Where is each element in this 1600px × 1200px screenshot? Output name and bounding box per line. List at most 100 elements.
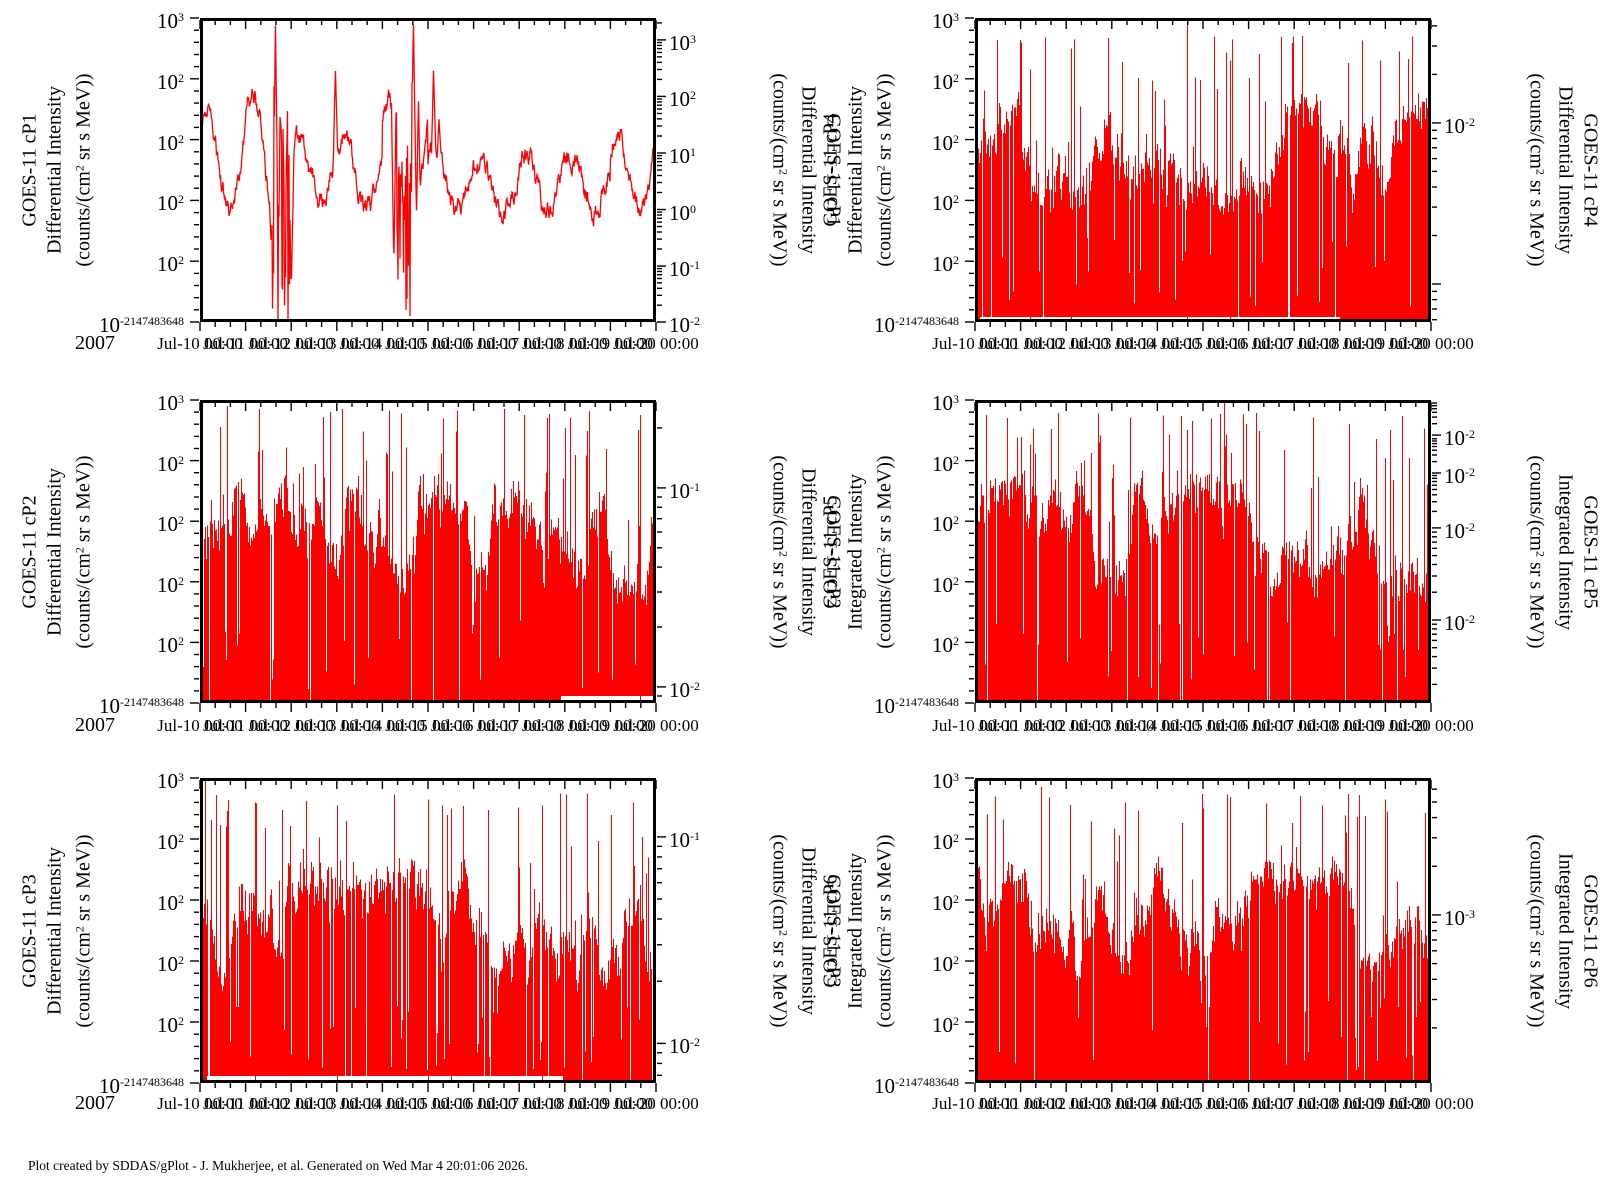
- axis-title-line: (counts/(cm2 sr s MeV)): [1525, 833, 1548, 1028]
- y-tick-label-cP5: 102: [932, 512, 959, 537]
- y-tick-label-cP3: 103: [157, 769, 184, 793]
- x-tick-label: Jul-18 00:00: [522, 334, 608, 353]
- y-tick-label-cP1: 103: [157, 9, 184, 33]
- axis-title-line: Differential Intensity: [43, 846, 66, 1015]
- x-tick-label: Jul-14 00:00: [339, 334, 426, 353]
- x-tick-label: Jul-15 00:00: [1160, 334, 1246, 353]
- y-tick-label-cP5: 102: [932, 572, 959, 597]
- y-right-tick-label-cP1: 10-2: [669, 313, 700, 337]
- x-tick-label: Jul-12 00:00: [1023, 334, 1109, 353]
- axis-title-line: Differential Intensity: [844, 86, 867, 254]
- y-tick-label-cP1: 102: [157, 69, 184, 94]
- axis-title-line: Differential Intensity: [1554, 86, 1577, 254]
- plot-area-cP5: [965, 399, 1441, 712]
- axis-title-line: Differential Intensity: [797, 846, 820, 1015]
- x-tick-label: Jul-20 00:00: [1388, 334, 1474, 353]
- x-tick-label: Jul-15 00:00: [1160, 716, 1246, 735]
- y-tick-label-cP2: 102: [157, 451, 184, 476]
- x-tick-label: Jul-12 00:00: [248, 1094, 334, 1113]
- x-tick-label: Jul-17 00:00: [476, 334, 562, 353]
- year-label: 2007: [75, 332, 115, 354]
- y-right-tick-label-cP1: 100: [669, 200, 696, 225]
- x-tick-label: Jul-11 00:00: [203, 716, 289, 735]
- footer-credit: Plot created by SDDAS/gPlot - J. Mukherj…: [28, 1158, 528, 1173]
- series-fill-cP3: [200, 778, 656, 1083]
- axis-title-line: Integrated Intensity: [1554, 473, 1577, 630]
- axis-ticks-cP6: [965, 777, 1441, 1092]
- series-fill-cP4: [975, 18, 1431, 322]
- y-tick-label-cP4: 102: [932, 252, 959, 277]
- x-tick-label: Jul-16 00:00: [430, 334, 517, 353]
- x-tick-label: Jul-12 00:00: [1023, 1094, 1109, 1113]
- year-label: 2007: [75, 1092, 115, 1114]
- axis-title-line: GOES-11 cP6: [819, 873, 842, 988]
- x-tick-label: Jul-18 00:00: [522, 1094, 608, 1113]
- y-tick-label-cP6: 102: [932, 1013, 959, 1037]
- x-tick-label: Jul-13 00:00: [1069, 334, 1155, 353]
- y-right-tick-label-cP3: 10-1: [669, 827, 700, 852]
- y-tick-label-cP6: 102: [932, 891, 959, 915]
- x-tick-label: Jul-16 00:00: [1205, 334, 1292, 353]
- y-tick-label-cP5: 10-2147483648: [874, 694, 959, 718]
- axis-title-right-cP5: GOES-11 cP5 Integrated Intensity (counts/(…: [1524, 455, 1600, 648]
- x-tick-label: Jul-16 00:00: [430, 1094, 517, 1113]
- axis-title-line: (counts/(cm2 sr s MeV)): [873, 73, 896, 267]
- axis-title-line: GOES-11 cP1: [18, 113, 41, 227]
- axis-ticks-cP2: [190, 399, 666, 712]
- series-fill-cP2: [200, 406, 656, 703]
- axis-title-line: (counts/(cm2 sr s MeV)): [768, 73, 791, 267]
- y-tick-label-cP6: 10-2147483648: [874, 1074, 959, 1098]
- y-tick-label-cP3: 102: [157, 830, 184, 854]
- x-tick-label: Jul-14 00:00: [339, 716, 426, 735]
- plot-border-cP3: [200, 778, 656, 1083]
- y-right-tick-label-cP1: 10-1: [669, 257, 700, 282]
- x-tick-label: Jul-19 00:00: [1342, 716, 1429, 735]
- x-tick-label: Jul-18 00:00: [522, 716, 608, 735]
- x-tick-label: Jul-20 00:00: [1388, 1094, 1474, 1113]
- plot-border-cP6: [975, 778, 1431, 1083]
- axis-title-line: GOES-11 cP4: [1579, 113, 1600, 227]
- y-tick-label-cP2: 103: [157, 391, 184, 415]
- x-tick-label: Jul-14 00:00: [1114, 1094, 1201, 1113]
- x-tick-label: Jul-19 00:00: [1342, 1094, 1429, 1113]
- x-tick-label: Jul-13 00:00: [294, 1094, 380, 1113]
- x-tick-label: Jul-11 00:00: [978, 1094, 1064, 1113]
- axis-title-line: (counts/(cm2 sr s MeV)): [768, 454, 791, 649]
- x-tick-label: Jul-14 00:00: [1114, 716, 1201, 735]
- axis-title-line: (counts/(cm2 sr s MeV)): [1525, 73, 1548, 267]
- x-tick-label: Jul-19 00:00: [567, 1094, 654, 1113]
- x-tick-label: Jul-18 00:00: [1297, 334, 1383, 353]
- y-tick-label-cP4: 10-2147483648: [874, 313, 959, 337]
- x-tick-label: Jul-11 00:00: [203, 334, 289, 353]
- plot-border-cP5: [975, 400, 1431, 703]
- y-right-tick-label-cP1: 102: [669, 87, 696, 112]
- y-tick-label-cP4: 102: [932, 191, 959, 216]
- y-right-tick-label-cP4: 10-2: [1444, 113, 1475, 138]
- y-tick-label-cP5: 102: [932, 451, 959, 476]
- x-tick-label: Jul-16 00:00: [430, 716, 517, 735]
- x-tick-label: Jul-11 00:00: [978, 716, 1064, 735]
- y-right-tick-label-cP6: 10-3: [1444, 905, 1475, 930]
- y-right-tick-label-cP3: 10-2: [669, 1034, 700, 1059]
- x-tick-label: Jul-18 00:00: [1297, 1094, 1383, 1113]
- x-tick-label: Jul-20 00:00: [613, 716, 699, 735]
- plot-border-cP1: [200, 18, 656, 322]
- y-tick-label-cP3: 102: [157, 1013, 184, 1037]
- y-right-tick-label-cP5: 10-2: [1444, 610, 1475, 635]
- axis-title-line: Differential Intensity: [797, 467, 820, 636]
- x-tick-label: Jul-14 00:00: [1114, 334, 1201, 353]
- y-right-tick-label-cP2: 10-2: [669, 677, 700, 702]
- axis-title-line: (counts/(cm2 sr s MeV)): [1525, 454, 1548, 649]
- y-right-tick-label-cP5: 10-2: [1444, 426, 1475, 451]
- series-line-cP1: [200, 24, 656, 322]
- x-tick-label: Jul-10 00:00: [157, 334, 243, 353]
- axis-title-line: Differential Intensity: [43, 467, 66, 636]
- axis-ticks-cP1: [190, 17, 666, 331]
- x-tick-label: Jul-12 00:00: [248, 334, 334, 353]
- y-tick-label-cP3: 102: [157, 952, 184, 976]
- y-right-tick-label-cP2: 10-1: [669, 478, 700, 503]
- x-tick-label: Jul-20 00:00: [613, 334, 699, 353]
- series-fill-cP5: [975, 400, 1431, 703]
- y-tick-label-cP5: 103: [932, 391, 959, 415]
